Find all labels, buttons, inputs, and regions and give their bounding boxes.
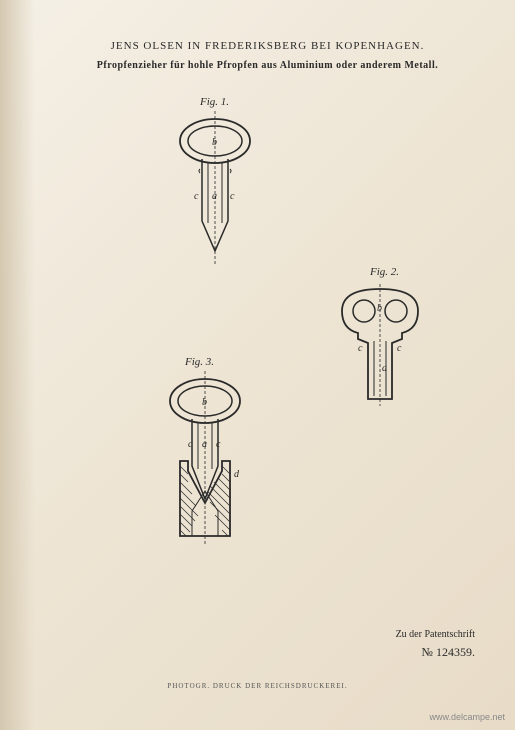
fig2-part-b: b: [377, 303, 382, 314]
fig3-part-c-left: c: [188, 439, 192, 450]
fig3-part-b: b: [202, 397, 207, 408]
author-line: JENS OLSEN IN FREDERIKSBERG BEI KOPENHAG…: [50, 40, 485, 52]
fig2-part-c-right: c: [397, 343, 401, 354]
figure-3: Fig. 3.: [150, 371, 260, 556]
fig1-part-a: a: [212, 191, 217, 202]
header: JENS OLSEN IN FREDERIKSBERG BEI KOPENHAG…: [50, 40, 485, 71]
figure-2: Fig. 2. b a c c: [330, 281, 430, 416]
fig1-part-c-left: c: [194, 191, 198, 202]
fig1-part-c-right: c: [230, 191, 234, 202]
fig2-part-c-left: c: [358, 343, 362, 354]
fig3-part-c-right: c: [216, 439, 220, 450]
fig3-label: Fig. 3.: [185, 356, 214, 368]
figure-1: Fig. 1. b a c c: [170, 111, 260, 276]
fig1-part-b: b: [212, 137, 217, 148]
patent-number: № 124359.: [422, 645, 475, 660]
figures-container: Fig. 1. b a c c Fig: [50, 101, 485, 581]
fig1-label: Fig. 1.: [200, 96, 229, 108]
footer-caption: Zu der Patentschrift: [396, 629, 475, 640]
fig3-part-d: d: [234, 469, 239, 480]
patent-title: Pfropfenzieher für hohle Pfropfen aus Al…: [50, 60, 485, 71]
watermark: www.delcampe.net: [429, 712, 505, 722]
fig2-part-a: a: [382, 363, 387, 374]
fig2-label: Fig. 2.: [370, 266, 399, 278]
printer-line: PHOTOGR. DRUCK DER REICHSDRUCKEREI.: [167, 682, 347, 690]
patent-page: JENS OLSEN IN FREDERIKSBERG BEI KOPENHAG…: [0, 0, 515, 730]
fig3-part-a: a: [202, 439, 207, 450]
fig2-drawing: [330, 281, 430, 411]
